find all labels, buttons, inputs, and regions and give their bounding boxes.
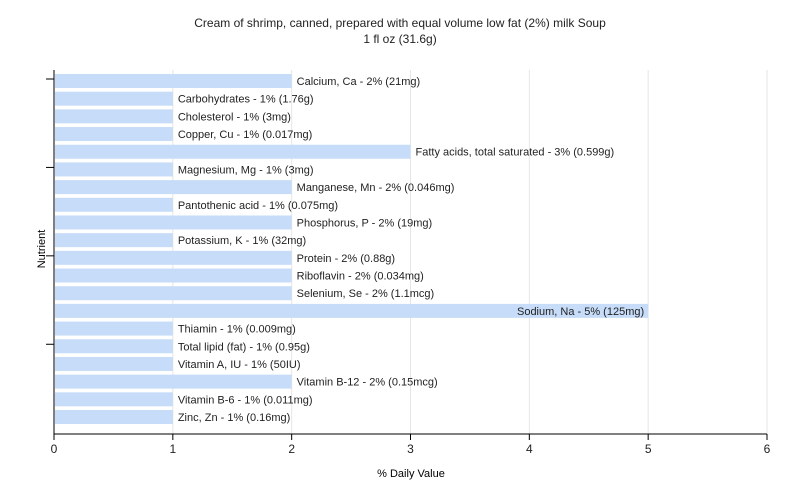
bar-label: Copper, Cu - 1% (0.017mg): [178, 129, 313, 141]
bar: [55, 127, 173, 142]
x-tick-label: 3: [407, 442, 414, 456]
bar-label: Vitamin B-12 - 2% (0.15mcg): [297, 377, 438, 389]
bar: [55, 250, 292, 265]
bar-label: Protein - 2% (0.88g): [297, 253, 395, 265]
bar: [55, 392, 173, 407]
y-axis-title: Nutrient: [36, 230, 48, 269]
bar-label: Calcium, Ca - 2% (21mg): [297, 76, 420, 88]
bar-label: Sodium, Na - 5% (125mg): [517, 306, 644, 318]
bar-label: Phosphorus, P - 2% (19mg): [297, 217, 433, 229]
bar-label: Vitamin B-6 - 1% (0.011mg): [178, 394, 313, 406]
bar: [55, 321, 173, 336]
bar: [55, 268, 292, 283]
bar: [55, 91, 173, 106]
bar-label: Vitamin A, IU - 1% (50IU): [178, 359, 301, 371]
x-tick-label: 4: [526, 442, 533, 456]
x-tick-label: 0: [51, 442, 58, 456]
bar: [55, 162, 173, 177]
x-tick-label: 6: [764, 442, 771, 456]
bar: [55, 74, 292, 88]
x-tick-label: 1: [169, 442, 176, 456]
bar: [55, 233, 173, 248]
x-tick-label: 2: [288, 442, 295, 456]
bar-label: Thiamin - 1% (0.009mg): [178, 324, 296, 336]
bar: [55, 374, 292, 389]
bar-label: Manganese, Mn - 2% (0.046mg): [297, 182, 455, 194]
chart-title: Cream of shrimp, canned, prepared with e…: [194, 16, 606, 30]
bar-label: Zinc, Zn - 1% (0.16mg): [178, 412, 290, 424]
bar: [55, 410, 173, 424]
x-axis-title: % Daily Value: [377, 468, 445, 480]
bar: [55, 303, 649, 318]
bars: Calcium, Ca - 2% (21mg) Carbohydrates - 1…: [55, 74, 649, 424]
bar: [55, 144, 411, 159]
bar: [55, 109, 173, 124]
chart-subtitle: 1 fl oz (31.6g): [363, 32, 437, 46]
bar-label: Fatty acids, total saturated - 3% (0.599…: [416, 147, 615, 159]
bar: [55, 180, 292, 195]
bar: [55, 286, 292, 301]
bar: [55, 356, 173, 371]
bar-label: Potassium, K - 1% (32mg): [178, 235, 306, 247]
bar-label: Total lipid (fat) - 1% (0.95g): [178, 341, 310, 353]
bar-label: Carbohydrates - 1% (1.76g): [178, 94, 314, 106]
bar-label: Magnesium, Mg - 1% (3mg): [178, 164, 314, 176]
axes: 0 1 2 3 4 5 6: [46, 70, 771, 456]
bar: [55, 215, 292, 230]
bar: [55, 339, 173, 354]
bar-label: Pantothenic acid - 1% (0.075mg): [178, 200, 338, 212]
bar-label: Cholesterol - 1% (3mg): [178, 111, 291, 123]
x-tick-label: 5: [645, 442, 652, 456]
bar-label: Selenium, Se - 2% (1.1mcg): [297, 288, 435, 300]
bar: [55, 197, 173, 212]
bar-label: Riboflavin - 2% (0.034mg): [297, 271, 424, 283]
